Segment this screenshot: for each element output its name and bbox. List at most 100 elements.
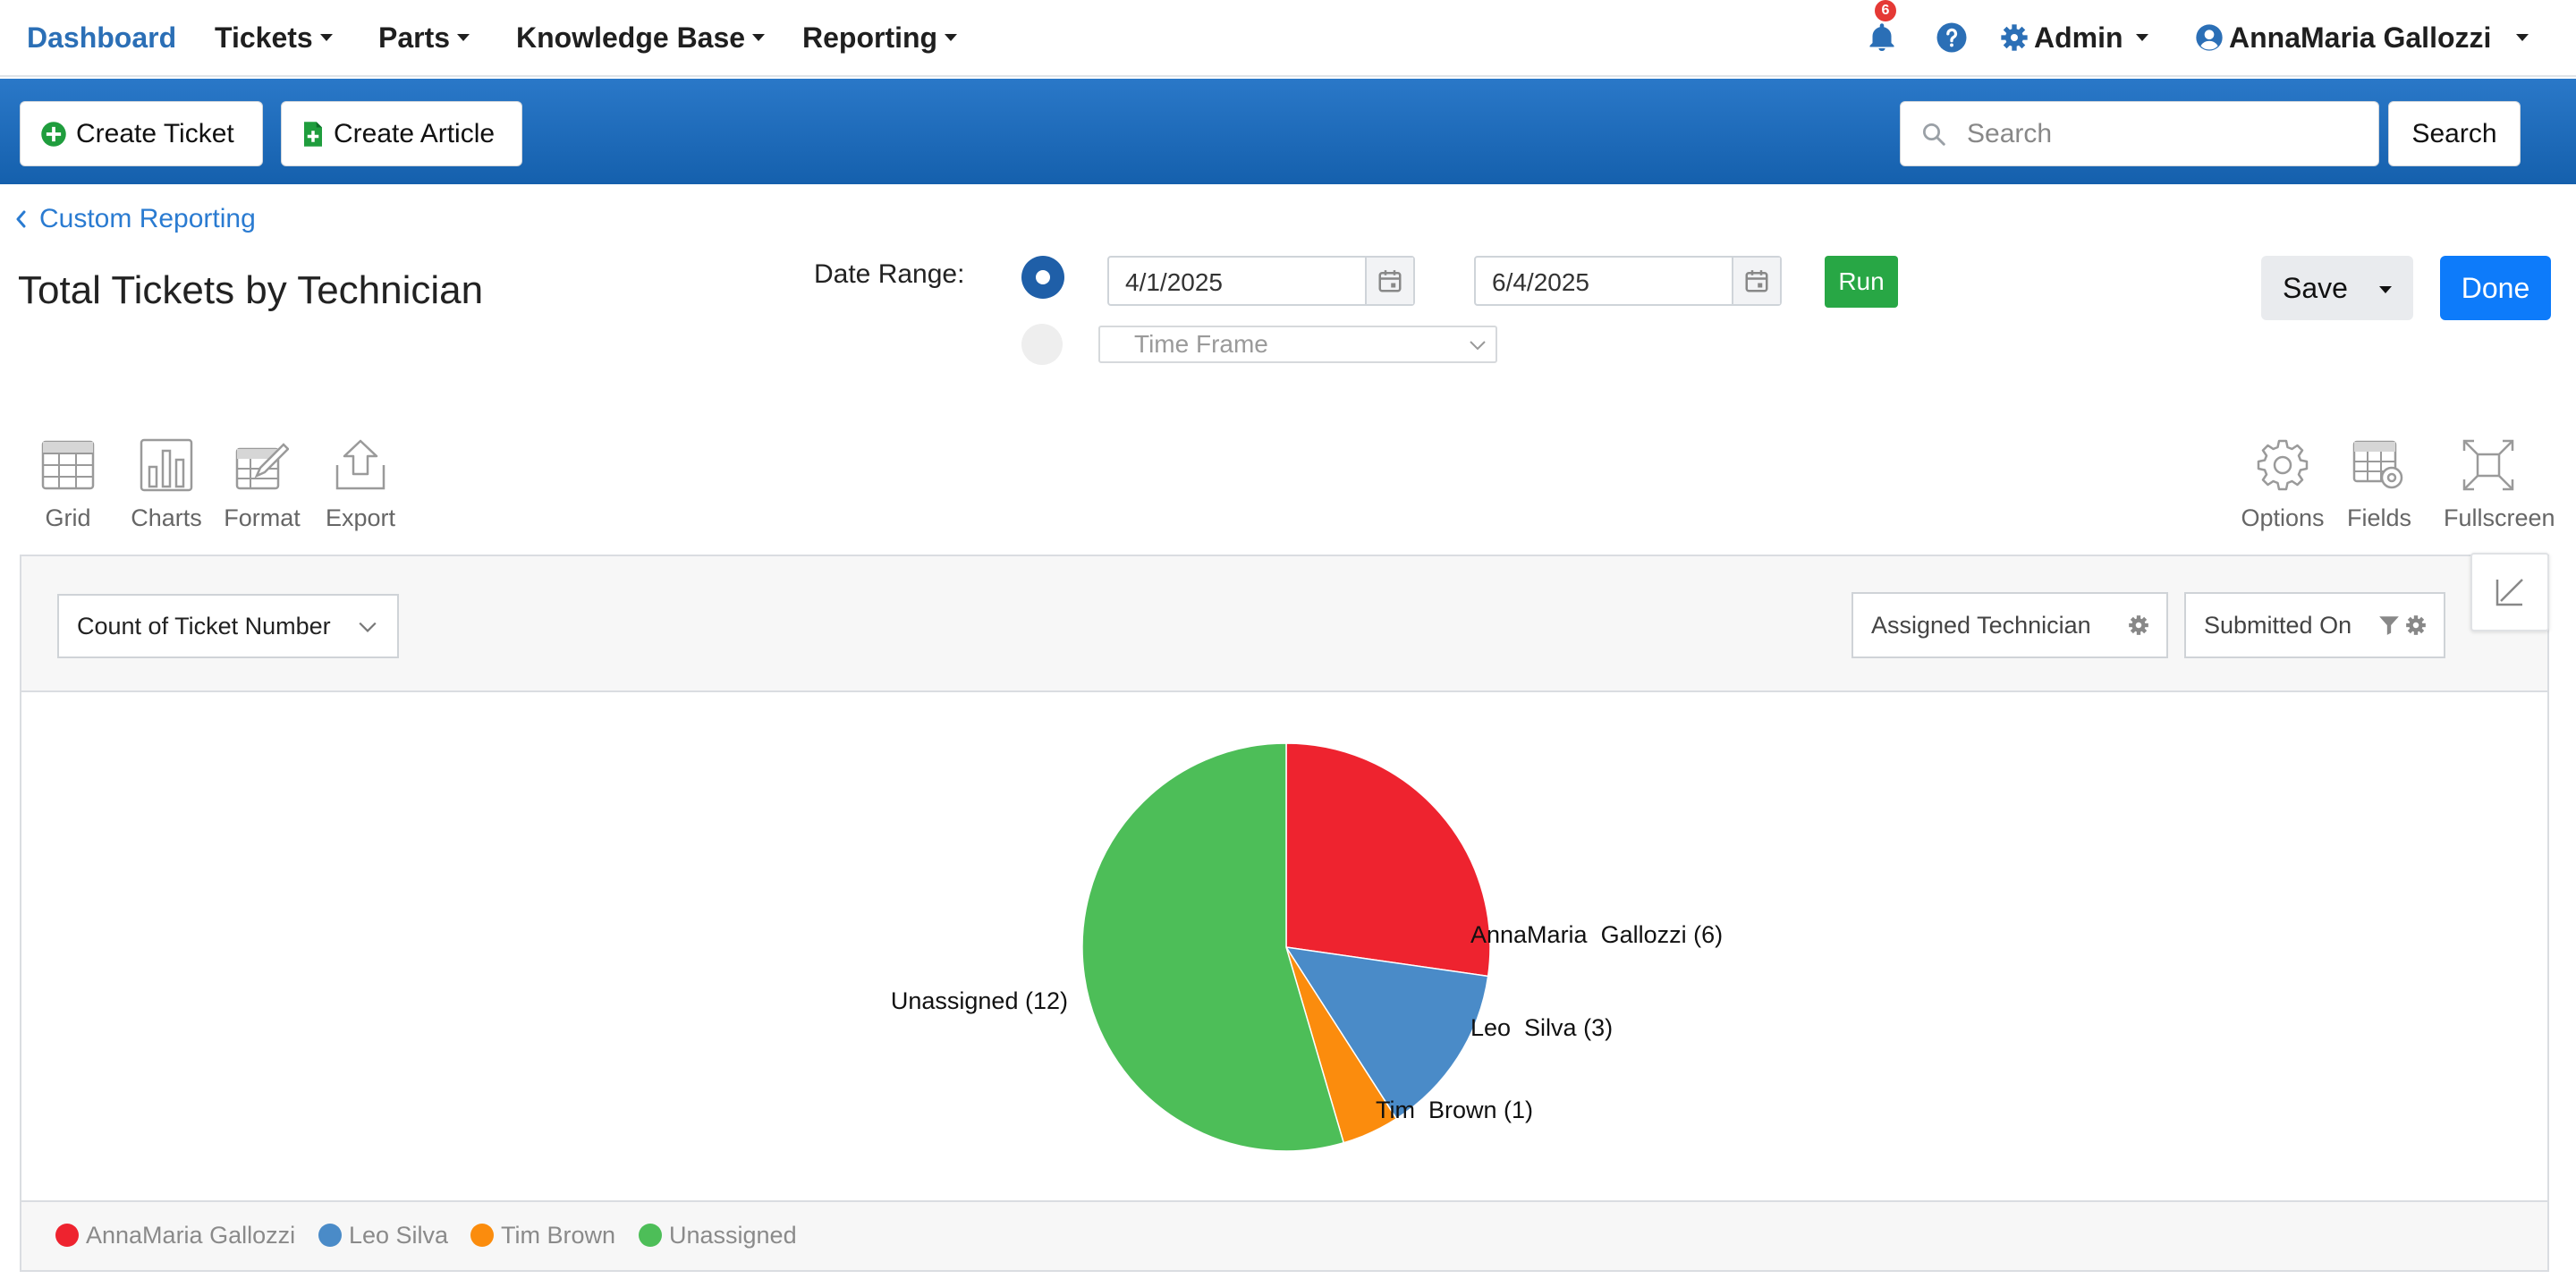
- tool-fullscreen[interactable]: Fullscreen: [2444, 438, 2555, 532]
- nav-parts-label: Parts: [378, 21, 451, 54]
- measure-value: Count of Ticket Number: [77, 613, 331, 640]
- collapse-panel-button[interactable]: [2470, 553, 2549, 631]
- help-icon[interactable]: [1936, 21, 1968, 54]
- gear-icon[interactable]: [2127, 614, 2150, 637]
- save-button[interactable]: Save: [2261, 256, 2413, 320]
- run-button[interactable]: Run: [1825, 256, 1898, 308]
- caret-down-icon: [457, 33, 470, 41]
- start-date-value: 4/1/2025: [1125, 268, 1223, 296]
- collapse-arrow-icon: [2496, 579, 2523, 606]
- tool-format[interactable]: Format: [217, 438, 307, 532]
- nav-user-name: AnnaMaria Gallozzi: [2229, 21, 2492, 54]
- notification-badge: 6: [1875, 0, 1896, 21]
- start-date-field[interactable]: 4/1/2025: [1107, 256, 1415, 306]
- plus-circle-icon: [41, 121, 66, 147]
- format-icon: [235, 443, 289, 490]
- create-ticket-button[interactable]: Create Ticket: [20, 101, 263, 166]
- nav-reporting[interactable]: Reporting: [802, 0, 958, 77]
- caret-down-icon: [2516, 33, 2529, 41]
- calendar-icon: [1745, 270, 1768, 292]
- export-icon: [335, 439, 386, 490]
- tool-fields[interactable]: Fields: [2334, 438, 2424, 532]
- end-date-value: 6/4/2025: [1492, 268, 1589, 296]
- save-button-label: Save: [2283, 272, 2348, 304]
- pie-slice-label: Unassigned (12): [891, 987, 1068, 1014]
- tool-format-label: Format: [224, 504, 301, 531]
- pie-slice-label: AnnaMaria Gallozzi (6): [1470, 921, 1723, 948]
- caret-down-icon: [2135, 33, 2148, 41]
- nav-knowledge-base[interactable]: Knowledge Base: [516, 0, 766, 77]
- search-field[interactable]: [1900, 101, 2379, 166]
- chevron-left-icon: [16, 210, 26, 228]
- report-config-bar: Count of Ticket Number Assigned Technici…: [21, 556, 2547, 692]
- bar-chart-icon: [140, 438, 193, 492]
- nav-tickets[interactable]: Tickets: [215, 0, 333, 77]
- legend-item[interactable]: Unassigned: [639, 1222, 797, 1249]
- tool-charts[interactable]: Charts: [122, 438, 211, 532]
- timeframe-placeholder: Time Frame: [1134, 330, 1268, 358]
- row-field-chip[interactable]: Assigned Technician: [1852, 592, 2168, 658]
- calendar-button[interactable]: [1365, 258, 1413, 304]
- tool-grid-label: Grid: [45, 504, 91, 531]
- create-ticket-label: Create Ticket: [76, 118, 234, 148]
- fields-icon: [2352, 440, 2403, 489]
- timeframe-radio[interactable]: [1021, 324, 1063, 365]
- end-date-field[interactable]: 6/4/2025: [1474, 256, 1782, 306]
- legend-label: Leo Silva: [349, 1222, 449, 1249]
- legend-item[interactable]: AnnaMaria Gallozzi: [55, 1222, 295, 1249]
- search-icon: [1923, 123, 1945, 146]
- gear-icon[interactable]: [2404, 614, 2428, 637]
- back-to-custom-reporting[interactable]: Custom Reporting: [16, 204, 256, 234]
- pie-chart: AnnaMaria Gallozzi (6) Leo Silva (3) Tim B…: [891, 742, 1723, 1152]
- caret-down-icon: [945, 33, 958, 41]
- tool-fields-label: Fields: [2346, 504, 2412, 531]
- legend-item[interactable]: Leo Silva: [318, 1222, 448, 1249]
- user-avatar-icon: [2196, 23, 2223, 51]
- tool-fullscreen-label: Fullscreen: [2444, 504, 2555, 531]
- tool-options-label: Options: [2241, 504, 2325, 531]
- nav-parts[interactable]: Parts: [378, 0, 470, 77]
- file-plus-icon: [304, 121, 322, 147]
- legend-swatch: [470, 1223, 494, 1247]
- legend-label: Tim Brown: [501, 1222, 616, 1249]
- grid-icon: [41, 440, 95, 490]
- nav-admin[interactable]: Admin: [2000, 0, 2148, 77]
- pie-slice[interactable]: [1081, 742, 1345, 1152]
- date-range-radio[interactable]: [1021, 256, 1064, 299]
- tool-grid[interactable]: Grid: [23, 438, 113, 532]
- pie-slice-label: Tim Brown (1): [1376, 1097, 1533, 1123]
- search-button[interactable]: Search: [2388, 101, 2521, 166]
- legend-item[interactable]: Tim Brown: [470, 1222, 615, 1249]
- tool-charts-label: Charts: [131, 504, 202, 531]
- filter-icon[interactable]: [2377, 614, 2401, 637]
- measure-select[interactable]: Count of Ticket Number: [57, 594, 399, 658]
- pie-slice[interactable]: [1284, 946, 1489, 1120]
- legend-swatch: [318, 1223, 342, 1247]
- nav-dashboard[interactable]: Dashboard: [27, 21, 177, 54]
- bell-icon[interactable]: [1866, 21, 1898, 54]
- create-article-button[interactable]: Create Article: [281, 101, 522, 166]
- nav-knowledge-base-label: Knowledge Base: [516, 21, 746, 54]
- legend-swatch: [639, 1223, 662, 1247]
- tool-options[interactable]: Options: [2238, 438, 2327, 532]
- caret-down-icon: [319, 33, 333, 41]
- nav-user-menu[interactable]: AnnaMaria Gallozzi: [2195, 0, 2529, 77]
- caret-down-icon: [752, 33, 766, 41]
- legend-swatch: [55, 1223, 79, 1247]
- fullscreen-icon: [2462, 439, 2514, 491]
- page-title: Total Tickets by Technician: [18, 268, 484, 312]
- calendar-icon: [1378, 270, 1402, 292]
- search-button-label: Search: [2411, 118, 2497, 148]
- timeframe-select[interactable]: Time Frame: [1098, 326, 1497, 363]
- legend-label: Unassigned: [669, 1222, 797, 1249]
- gear-icon: [2257, 439, 2309, 491]
- tool-export[interactable]: Export: [316, 438, 405, 532]
- caret-down-icon[interactable]: [2379, 286, 2392, 293]
- calendar-button[interactable]: [1732, 258, 1780, 304]
- done-button[interactable]: Done: [2440, 256, 2551, 320]
- search-input[interactable]: [1965, 102, 2368, 165]
- pie-slice[interactable]: [1285, 742, 1491, 978]
- create-article-label: Create Article: [334, 118, 496, 148]
- filter-field-chip[interactable]: Submitted On: [2184, 592, 2445, 658]
- nav-tickets-label: Tickets: [215, 21, 313, 54]
